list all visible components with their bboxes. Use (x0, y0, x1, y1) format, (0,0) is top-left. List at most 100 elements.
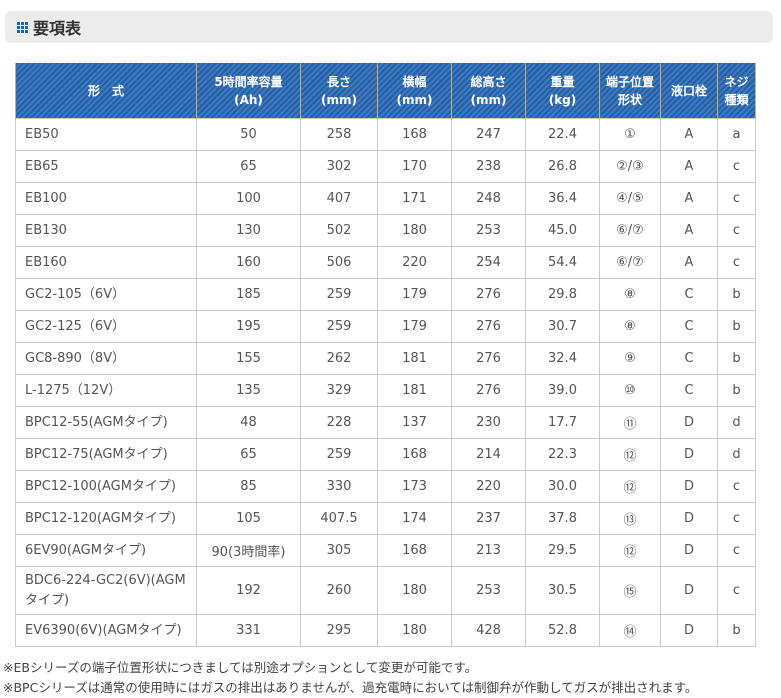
value-cell: 195 (196, 310, 301, 343)
value-cell: 253 (451, 214, 526, 247)
model-cell: BPC12-55(AGMタイプ) (15, 406, 197, 439)
value-cell: 105 (196, 502, 301, 535)
model-cell: EB65 (15, 150, 197, 183)
value-cell: 259 (300, 278, 378, 311)
value-cell: ⑫ (599, 438, 661, 471)
value-cell: 428 (451, 614, 526, 647)
value-cell: 30.5 (525, 566, 600, 615)
value-cell: 238 (451, 150, 526, 183)
value-cell: C (660, 310, 718, 343)
column-header: 端子位置 形状 (599, 63, 661, 119)
value-cell: 50 (196, 118, 301, 151)
value-cell: 254 (451, 246, 526, 279)
value-cell: c (717, 214, 756, 247)
value-cell: 247 (451, 118, 526, 151)
value-cell: 179 (377, 310, 452, 343)
value-cell: ②/③ (599, 150, 661, 183)
value-cell: b (717, 310, 756, 343)
value-cell: 37.8 (525, 502, 600, 535)
value-cell: 181 (377, 374, 452, 407)
value-cell: b (717, 614, 756, 647)
value-cell: b (717, 278, 756, 311)
value-cell: 29.5 (525, 534, 600, 567)
value-cell: c (717, 470, 756, 503)
value-cell: 180 (377, 566, 452, 615)
value-cell: 276 (451, 342, 526, 375)
value-cell: 65 (196, 150, 301, 183)
value-cell: 180 (377, 614, 452, 647)
value-cell: 329 (300, 374, 378, 407)
value-cell: A (660, 182, 718, 215)
column-header: ネジ 種類 (717, 63, 756, 119)
column-header: 重量 (kg) (525, 63, 600, 119)
value-cell: c (717, 566, 756, 615)
value-cell: 276 (451, 278, 526, 311)
value-cell: D (660, 438, 718, 471)
column-header: 長さ (mm) (300, 63, 378, 119)
spec-table: 形 式 5時間率容量 (Ah) 長さ (mm) 横幅 (mm) 総高さ (mm) 重量 (… (15, 63, 756, 647)
value-cell: 48 (196, 406, 301, 439)
table-header-row: 形 式 5時間率容量 (Ah) 長さ (mm) 横幅 (mm) 総高さ (mm) 重量 (… (15, 63, 756, 119)
value-cell: ⑩ (599, 374, 661, 407)
model-cell: L-1275（12V） (15, 374, 197, 407)
value-cell: 26.8 (525, 150, 600, 183)
value-cell: C (660, 374, 718, 407)
model-cell: EB50 (15, 118, 197, 151)
value-cell: 155 (196, 342, 301, 375)
note: ※EBシリーズの端子位置形状につきましては別途オプションとして変更が可能です。 (3, 660, 478, 675)
value-cell: ⑫ (599, 534, 661, 567)
value-cell: 30.7 (525, 310, 600, 343)
value-cell: 168 (377, 118, 452, 151)
column-header: 総高さ (mm) (451, 63, 526, 119)
value-cell: ① (599, 118, 661, 151)
value-cell: 32.4 (525, 342, 600, 375)
value-cell: b (717, 342, 756, 375)
notes: ※EBシリーズの端子位置形状につきましては別途オプションとして変更が可能です。 … (3, 658, 697, 698)
value-cell: 185 (196, 278, 301, 311)
value-cell: 135 (196, 374, 301, 407)
value-cell: A (660, 118, 718, 151)
value-cell: 17.7 (525, 406, 600, 439)
value-cell: 137 (377, 406, 452, 439)
value-cell: 228 (300, 406, 378, 439)
value-cell: c (717, 502, 756, 535)
value-cell: 192 (196, 566, 301, 615)
value-cell: 253 (451, 566, 526, 615)
model-cell: GC2-125（6V） (15, 310, 197, 343)
value-cell: C (660, 278, 718, 311)
value-cell: b (717, 374, 756, 407)
value-cell: 181 (377, 342, 452, 375)
model-cell: GC2-105（6V） (15, 278, 197, 311)
value-cell: 173 (377, 470, 452, 503)
value-cell: ⑫ (599, 470, 661, 503)
value-cell: 90(3時間率) (196, 534, 301, 567)
column-header: 5時間率容量 (Ah) (196, 63, 301, 119)
value-cell: 331 (196, 614, 301, 647)
value-cell: 160 (196, 246, 301, 279)
value-cell: 30.0 (525, 470, 600, 503)
value-cell: 302 (300, 150, 378, 183)
value-cell: A (660, 214, 718, 247)
value-cell: A (660, 150, 718, 183)
value-cell: 85 (196, 470, 301, 503)
value-cell: 220 (451, 470, 526, 503)
value-cell: 276 (451, 310, 526, 343)
value-cell: 179 (377, 278, 452, 311)
section-title: 要項表 (33, 19, 82, 38)
value-cell: ⑨ (599, 342, 661, 375)
model-cell: BDC6-224-GC2(6V)(AGMタイプ) (15, 566, 197, 615)
model-cell: GC8-890（8V） (15, 342, 197, 375)
value-cell: 39.0 (525, 374, 600, 407)
value-cell: 170 (377, 150, 452, 183)
value-cell: 130 (196, 214, 301, 247)
value-cell: a (717, 118, 756, 151)
note: ※BPCシリーズは通常の使用時にはガスの排出はありませんが、過充電時においては制… (3, 680, 698, 695)
value-cell: 305 (300, 534, 378, 567)
